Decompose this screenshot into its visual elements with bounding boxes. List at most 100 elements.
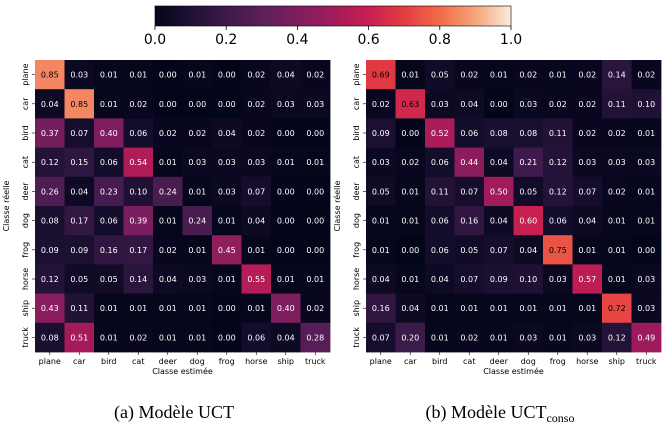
x-tick-label: horse — [245, 357, 267, 366]
cell-value-label: 0.05 — [100, 275, 118, 284]
heatmap-cell — [271, 89, 301, 119]
cell-value-label: 0.55 — [247, 275, 265, 284]
heatmap-cell — [484, 235, 514, 265]
heatmap-cell — [94, 322, 124, 353]
cell-value-label: 0.37 — [41, 129, 59, 138]
x-tick-label: deer — [490, 357, 509, 366]
heatmap-cell — [425, 293, 455, 324]
heatmap-cell — [153, 118, 183, 148]
heatmap-cell — [212, 147, 242, 178]
cell-value-label: 0.03 — [218, 158, 236, 167]
heatmap-cell — [241, 60, 272, 90]
x-tick-label: car — [404, 357, 417, 366]
heatmap-cell — [94, 293, 124, 324]
heatmap-cell — [241, 293, 272, 324]
heatmap-cell — [212, 206, 242, 236]
cell-value-label: 0.04 — [519, 246, 537, 255]
cell-value-label: 0.01 — [188, 333, 206, 342]
cell-value-label: 0.01 — [578, 304, 596, 313]
cell-value-label: 0.05 — [519, 187, 537, 196]
x-axis-label: Classe estimée — [483, 366, 544, 376]
cell-value-label: 0.02 — [578, 100, 596, 109]
heatmap-cell — [271, 147, 301, 178]
y-tick-label: truck — [21, 327, 30, 348]
heatmap-cell — [300, 89, 331, 119]
cell-value-label: 0.01 — [372, 217, 390, 226]
heatmap-cell — [543, 264, 573, 294]
cell-value-label: 0.02 — [637, 71, 655, 80]
y-tick-label: horse — [21, 268, 30, 290]
heatmap-cell — [123, 176, 154, 207]
heatmap-cell — [602, 264, 632, 294]
caption-b-sub: conso — [546, 411, 574, 425]
heatmap-cell — [484, 118, 514, 148]
cell-value-label: 0.01 — [100, 304, 118, 313]
cell-value-label: 0.01 — [129, 71, 147, 80]
cell-value-label: 0.02 — [372, 100, 390, 109]
y-tick-label: ship — [21, 300, 30, 317]
cell-value-label: 0.01 — [188, 304, 206, 313]
cell-value-label: 0.02 — [247, 71, 265, 80]
cell-value-label: 0.01 — [100, 71, 118, 80]
heatmap-cell — [300, 264, 331, 294]
heatmap-cell — [271, 206, 301, 236]
cell-value-label: 0.06 — [247, 333, 265, 342]
cell-value-label: 0.03 — [578, 333, 596, 342]
cell-value-label: 0.01 — [247, 246, 265, 255]
y-tick-label: horse — [352, 268, 361, 290]
cell-value-label: 0.02 — [608, 187, 626, 196]
cell-value-label: 0.16 — [460, 217, 478, 226]
heatmap-cell — [366, 89, 396, 119]
heatmap-cell — [153, 293, 183, 324]
cell-value-label: 0.07 — [490, 246, 508, 255]
cell-value-label: 0.01 — [159, 333, 177, 342]
heatmap-cell — [300, 206, 331, 236]
cell-value-label: 0.05 — [460, 246, 478, 255]
cell-value-label: 0.12 — [608, 333, 626, 342]
heatmap-cell — [212, 293, 242, 324]
heatmap-cell — [454, 147, 485, 178]
heatmap-cell — [35, 322, 65, 353]
heatmap-cell — [153, 235, 183, 265]
cell-value-label: 0.04 — [460, 100, 478, 109]
heatmap-cell — [35, 89, 65, 119]
heatmap-cell — [543, 89, 573, 119]
heatmap-cell — [212, 235, 242, 265]
cell-value-label: 0.01 — [490, 333, 508, 342]
cell-value-label: 0.12 — [549, 187, 567, 196]
heatmap-cell — [366, 235, 396, 265]
cell-value-label: 0.01 — [129, 304, 147, 313]
heatmap-cell — [602, 176, 632, 207]
heatmap-cell — [484, 176, 514, 207]
cell-value-label: 0.11 — [608, 100, 626, 109]
heatmap-cell — [94, 206, 124, 236]
cell-value-label: 0.02 — [549, 100, 567, 109]
cell-value-label: 0.03 — [218, 187, 236, 196]
y-tick-label: car — [21, 97, 30, 110]
heatmap-cell — [300, 60, 331, 90]
cell-value-label: 0.06 — [549, 217, 567, 226]
cell-value-label: 0.01 — [372, 246, 390, 255]
heatmap-cell — [631, 118, 662, 148]
heatmap-cell — [123, 118, 154, 148]
heatmap-cell — [123, 60, 154, 90]
heatmap-cell — [572, 235, 603, 265]
heatmap-cell — [64, 176, 95, 207]
cell-value-label: 0.06 — [129, 129, 147, 138]
heatmap-cell — [484, 60, 514, 90]
cell-value-label: 0.03 — [519, 333, 537, 342]
heatmap-cell — [35, 147, 65, 178]
cell-value-label: 0.49 — [637, 333, 655, 342]
colorbar-tick-label: 0.4 — [286, 32, 308, 48]
cell-value-label: 0.08 — [490, 129, 508, 138]
cell-value-label: 0.00 — [401, 129, 419, 138]
colorbar-ticks: 0.0 0.2 0.4 0.6 0.8 1.0 — [144, 26, 522, 48]
cell-value-label: 0.04 — [490, 158, 508, 167]
heatmap-cell — [366, 322, 396, 353]
heatmap-cell — [35, 118, 65, 148]
heatmap-cell — [64, 235, 95, 265]
heatmap-cell — [182, 118, 213, 148]
heatmap-cell — [212, 322, 242, 353]
heatmap-cell — [572, 293, 603, 324]
